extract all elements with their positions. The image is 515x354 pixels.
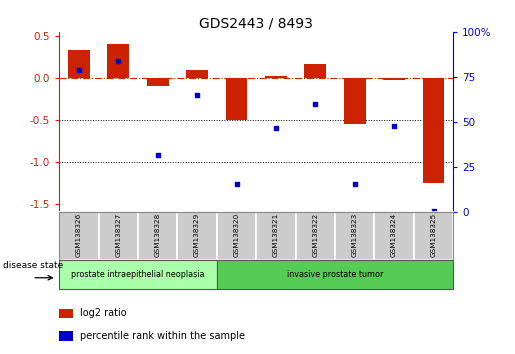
Point — [193, 92, 201, 98]
Text: GSM138325: GSM138325 — [431, 213, 437, 257]
Bar — [374, 212, 414, 260]
Text: GSM138328: GSM138328 — [154, 213, 161, 257]
Text: GSM138326: GSM138326 — [76, 213, 82, 257]
Text: GSM138320: GSM138320 — [233, 213, 239, 257]
Text: GSM138327: GSM138327 — [115, 213, 122, 257]
Point — [311, 101, 319, 107]
Bar — [59, 260, 217, 289]
Point — [114, 58, 123, 64]
Text: GSM138321: GSM138321 — [273, 213, 279, 257]
Bar — [265, 76, 287, 78]
Bar — [147, 78, 168, 86]
Bar — [226, 78, 247, 120]
Point — [351, 181, 359, 186]
Bar — [99, 212, 138, 260]
Bar — [59, 309, 73, 318]
Text: GSM138324: GSM138324 — [391, 213, 397, 257]
Bar — [177, 212, 217, 260]
Bar — [108, 44, 129, 78]
Bar — [344, 78, 366, 124]
Bar — [414, 212, 453, 260]
Bar — [256, 212, 296, 260]
Bar — [383, 78, 405, 80]
Bar — [217, 212, 256, 260]
Point — [232, 181, 241, 186]
Bar — [304, 64, 326, 78]
Point — [75, 67, 83, 73]
Bar — [217, 260, 453, 289]
Bar — [296, 212, 335, 260]
Text: GSM138322: GSM138322 — [312, 213, 318, 257]
Text: GSM138323: GSM138323 — [352, 213, 358, 257]
Point — [153, 152, 162, 158]
Bar — [59, 331, 73, 341]
Bar — [335, 212, 374, 260]
Bar — [423, 78, 444, 183]
Point — [430, 208, 438, 213]
Bar — [138, 212, 177, 260]
Point — [390, 123, 398, 129]
Text: disease state: disease state — [3, 261, 63, 270]
Title: GDS2443 / 8493: GDS2443 / 8493 — [199, 17, 313, 31]
Text: GSM138329: GSM138329 — [194, 213, 200, 257]
Text: log2 ratio: log2 ratio — [80, 308, 127, 318]
Point — [272, 125, 280, 130]
Text: percentile rank within the sample: percentile rank within the sample — [80, 331, 245, 341]
Bar — [186, 70, 208, 78]
Text: invasive prostate tumor: invasive prostate tumor — [287, 270, 383, 279]
Bar — [68, 50, 90, 78]
Bar — [59, 212, 99, 260]
Text: prostate intraepithelial neoplasia: prostate intraepithelial neoplasia — [71, 270, 205, 279]
